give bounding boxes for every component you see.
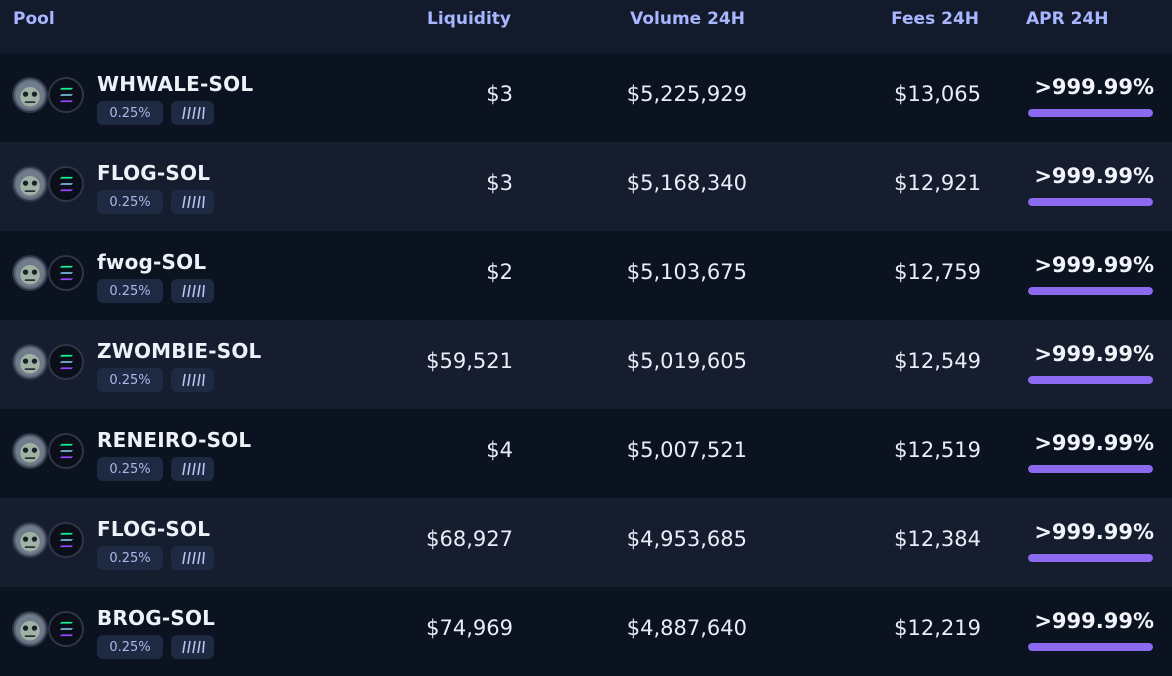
token-pair-avatars [12,166,88,206]
apr-value: >999.99% [1034,75,1154,99]
table-body: WHWALE-SOL 0.25% $3 $5,225,929 $13,065 >… [0,53,1172,676]
fees-value: $12,519 [894,438,981,462]
fees-value: $12,384 [894,527,981,551]
pool-name[interactable]: BROG-SOL [97,606,216,630]
pool-column-header[interactable]: Pool [13,9,55,29]
sol-token-icon [48,522,84,558]
liquidity-column-header[interactable]: Liquidity [427,9,511,29]
apr-progress-fill [1028,554,1153,562]
liquidity-value: $4 [486,438,513,462]
token-pair-avatars [12,522,88,562]
apr-progress-fill [1028,643,1153,651]
chart-icon[interactable] [171,368,214,392]
token-pair-avatars [12,344,88,384]
frog-token-icon [12,522,48,558]
apr-progress-bar [1028,643,1153,651]
fwog-token-icon [12,255,48,291]
pool-row[interactable]: BROG-SOL 0.25% $74,969 $4,887,640 $12,21… [0,587,1172,676]
apr-progress-fill [1028,465,1153,473]
pool-name[interactable]: FLOG-SOL [97,517,211,541]
pool-name[interactable]: RENEIRO-SOL [97,428,252,452]
apr-progress-bar [1028,465,1153,473]
token-pair-avatars [12,255,88,295]
table-header: Pool Liquidity Volume 24H Fees 24H APR 2… [0,0,1172,53]
liquidity-value: $68,927 [426,527,513,551]
chart-icon[interactable] [171,457,214,481]
apr-value: >999.99% [1034,342,1154,366]
apr-progress-fill [1028,287,1153,295]
fee-tier-badge: 0.25% [97,368,163,392]
volume-value: $4,887,640 [626,616,747,640]
apr-column-header[interactable]: APR 24H [1026,9,1109,29]
pool-name[interactable]: fwog-SOL [97,250,207,274]
apr-value: >999.99% [1034,431,1154,455]
sol-token-icon [48,433,84,469]
liquidity-value: $3 [486,171,513,195]
liquidity-value: $2 [486,260,513,284]
fees-value: $12,549 [894,349,981,373]
chart-icon[interactable] [171,635,214,659]
pool-row[interactable]: ZWOMBIE-SOL 0.25% $59,521 $5,019,605 $12… [0,320,1172,409]
volume-value: $5,225,929 [626,82,747,106]
pool-row[interactable]: FLOG-SOL 0.25% $68,927 $4,953,685 $12,38… [0,498,1172,587]
zombie-token-icon [12,344,48,380]
apr-progress-fill [1028,198,1153,206]
apr-value: >999.99% [1034,164,1154,188]
apr-progress-bar [1028,554,1153,562]
apr-progress-bar [1028,198,1153,206]
fee-tier-badge: 0.25% [97,457,163,481]
token-pair-avatars [12,433,88,473]
token-pair-avatars [12,611,88,651]
volume-value: $5,103,675 [626,260,747,284]
liquidity-value: $3 [486,82,513,106]
apr-progress-bar [1028,376,1153,384]
pool-name[interactable]: ZWOMBIE-SOL [97,339,262,363]
chart-icon[interactable] [171,546,214,570]
token-pair-avatars [12,77,88,117]
fee-tier-badge: 0.25% [97,635,163,659]
apr-progress-fill [1028,376,1153,384]
whale-token-icon [12,77,48,113]
volume-value: $5,168,340 [626,171,747,195]
pool-row[interactable]: RENEIRO-SOL 0.25% $4 $5,007,521 $12,519 … [0,409,1172,498]
volume-value: $4,953,685 [626,527,747,551]
reneiro-token-icon [12,433,48,469]
sol-token-icon [48,166,84,202]
chart-icon[interactable] [171,279,214,303]
fee-tier-badge: 0.25% [97,190,163,214]
pool-row[interactable]: FLOG-SOL 0.25% $3 $5,168,340 $12,921 >99… [0,142,1172,231]
apr-value: >999.99% [1034,520,1154,544]
apr-progress-bar [1028,109,1153,117]
fees-value: $12,759 [894,260,981,284]
fees-value: $12,219 [894,616,981,640]
apr-progress-fill [1028,109,1153,117]
brog-token-icon [12,611,48,647]
liquidity-value: $59,521 [426,349,513,373]
fees-value: $12,921 [894,171,981,195]
apr-progress-bar [1028,287,1153,295]
apr-value: >999.99% [1034,253,1154,277]
pool-row[interactable]: fwog-SOL 0.25% $2 $5,103,675 $12,759 >99… [0,231,1172,320]
fee-tier-badge: 0.25% [97,279,163,303]
pool-row[interactable]: WHWALE-SOL 0.25% $3 $5,225,929 $13,065 >… [0,53,1172,142]
fee-tier-badge: 0.25% [97,101,163,125]
fee-tier-badge: 0.25% [97,546,163,570]
volume-column-header[interactable]: Volume 24H [630,9,745,29]
fees-column-header[interactable]: Fees 24H [891,9,979,29]
volume-value: $5,007,521 [626,438,747,462]
pool-name[interactable]: FLOG-SOL [97,161,211,185]
volume-value: $5,019,605 [626,349,747,373]
chart-icon[interactable] [171,190,214,214]
sol-token-icon [48,344,84,380]
pool-name[interactable]: WHWALE-SOL [97,72,254,96]
fees-value: $13,065 [894,82,981,106]
sol-token-icon [48,77,84,113]
sol-token-icon [48,611,84,647]
chart-icon[interactable] [171,101,214,125]
frog-token-icon [12,166,48,202]
apr-value: >999.99% [1034,609,1154,633]
liquidity-value: $74,969 [426,616,513,640]
sol-token-icon [48,255,84,291]
